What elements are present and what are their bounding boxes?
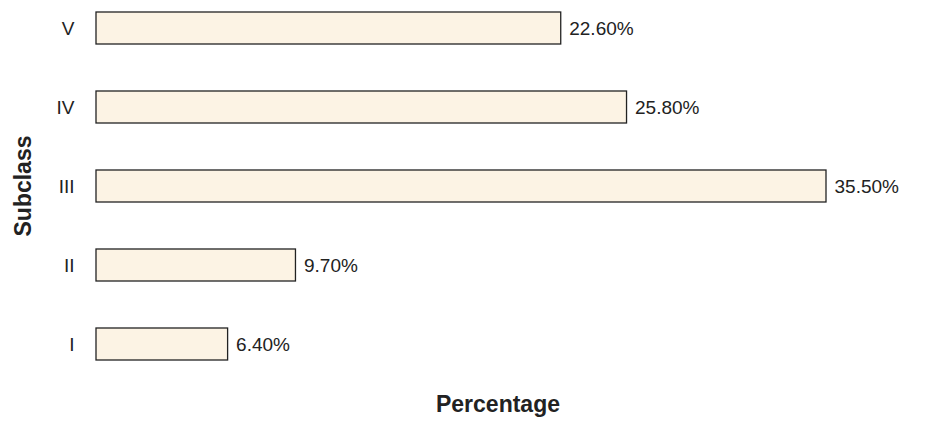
svg-text:II: II: [64, 255, 75, 276]
svg-text:III: III: [59, 176, 75, 197]
svg-text:22.60%: 22.60%: [569, 18, 634, 39]
svg-text:6.40%: 6.40%: [236, 334, 290, 355]
svg-text:35.50%: 35.50%: [835, 176, 900, 197]
svg-text:IV: IV: [57, 97, 75, 118]
svg-text:Subclass: Subclass: [10, 136, 36, 237]
svg-text:V: V: [62, 18, 75, 39]
svg-text:Percentage: Percentage: [436, 391, 560, 417]
svg-text:9.70%: 9.70%: [304, 255, 358, 276]
svg-text:25.80%: 25.80%: [635, 97, 700, 118]
svg-text:I: I: [69, 334, 74, 355]
